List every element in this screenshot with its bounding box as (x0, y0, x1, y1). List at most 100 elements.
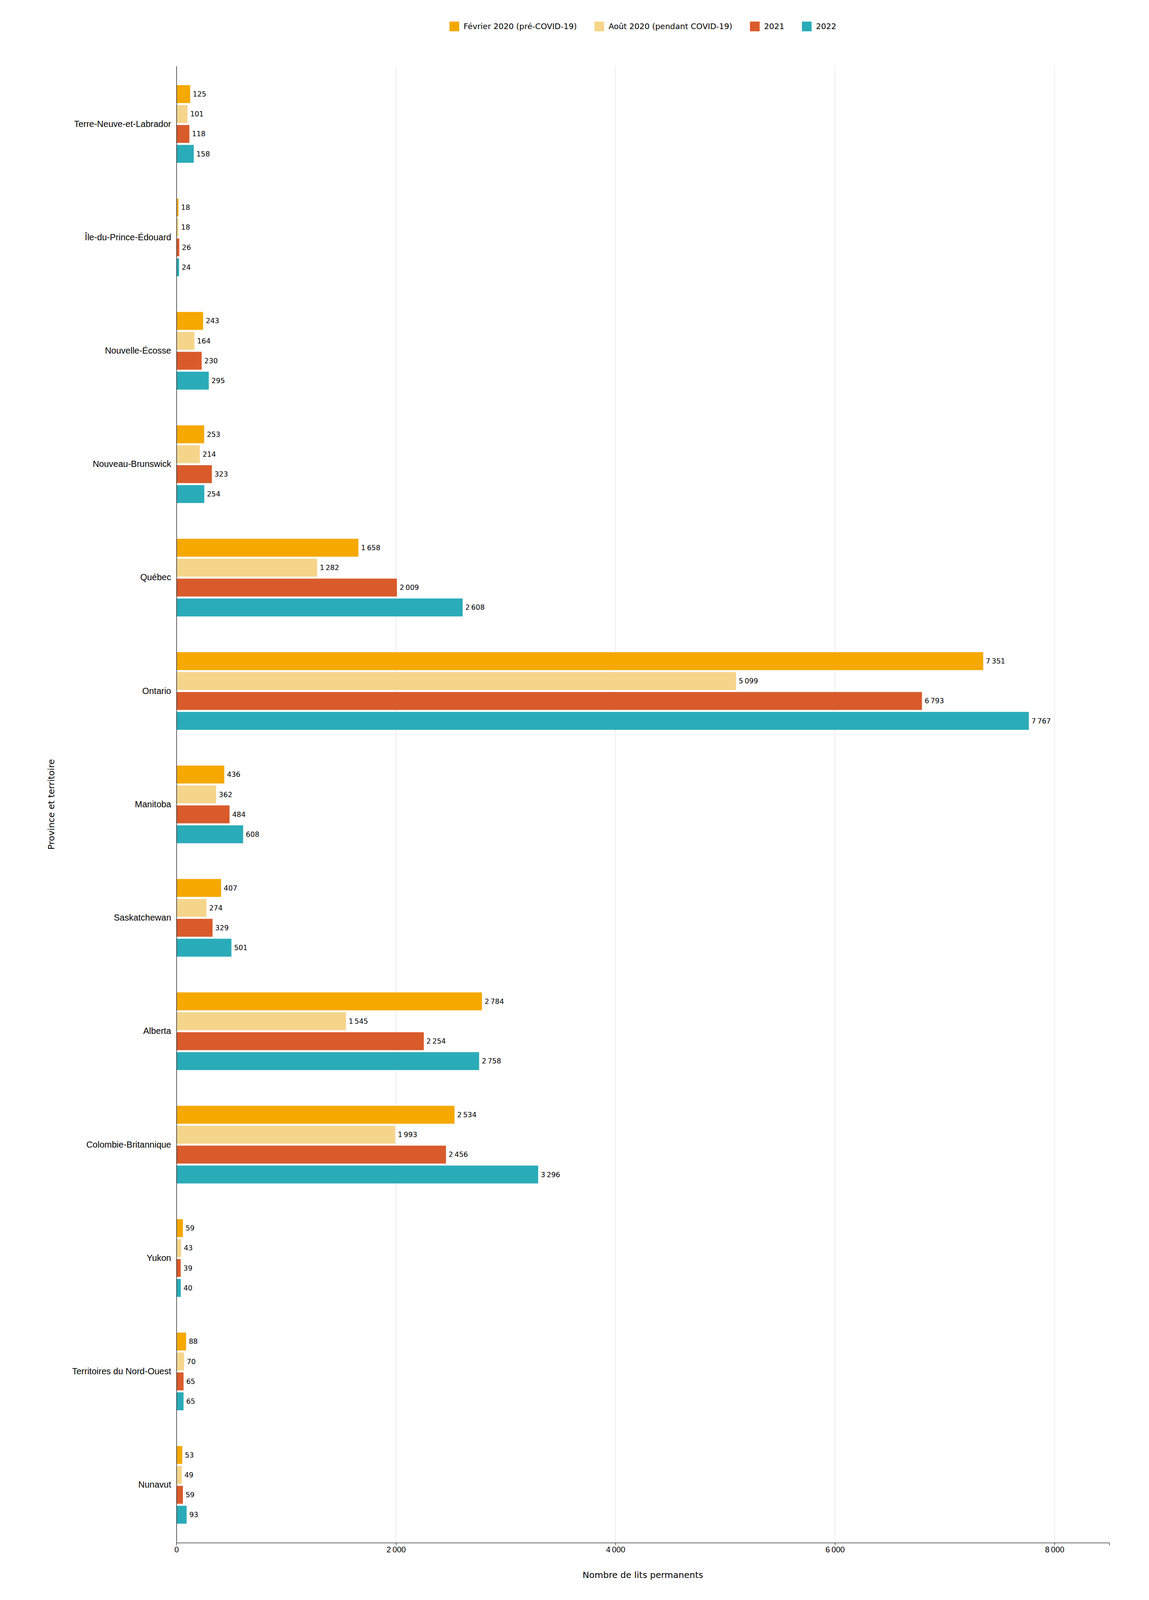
bar (176, 899, 207, 918)
y-tick-label: Territoires du Nord-Ouest (71, 1366, 172, 1377)
x-tick: 6 000 (825, 1543, 846, 1555)
data-label: 2 758 (481, 1057, 502, 1066)
x-tick: 0 (174, 1543, 179, 1555)
x-tick: 8 000 (1044, 1543, 1065, 1555)
y-axis-title: Province et territoire (45, 759, 57, 850)
data-label: 608 (245, 830, 260, 839)
y-tick-label: Ontario (142, 686, 172, 697)
bar (176, 919, 213, 938)
bar (176, 825, 244, 844)
legend-swatch (801, 21, 812, 32)
bar (176, 1333, 187, 1352)
bar (176, 104, 188, 124)
y-tick-label: Manitoba (134, 799, 172, 810)
y-tick: Alberta (143, 1026, 177, 1037)
bar (176, 879, 221, 898)
grid-line (615, 66, 616, 1544)
data-label: 2 784 (484, 997, 505, 1007)
y-tick-label: Saskatchewan (113, 913, 172, 923)
bar (176, 692, 922, 711)
x-tick-label: 8 000 (1044, 1545, 1065, 1555)
y-tick-label: Nouvelle-Écosse (104, 345, 172, 356)
data-label: 125 (192, 89, 207, 99)
data-label: 88 (188, 1337, 198, 1347)
bar (176, 1126, 396, 1145)
bar (176, 598, 463, 617)
data-labels: 53 88 59 2 534 2 784 407 436 7 351 1 658 253 243 18… (180, 89, 1051, 1520)
bar (176, 1259, 181, 1278)
legend-label: Août 2020 (pendant COVID-19) (608, 21, 733, 31)
x-axis-line (176, 1543, 1110, 1547)
data-label: 5 099 (738, 677, 759, 686)
grid-line (1054, 66, 1055, 1544)
data-label: 59 (185, 1224, 195, 1233)
data-label: 243 (205, 316, 220, 326)
data-label: 323 (214, 470, 229, 479)
y-tick-label: Nunavut (138, 1480, 172, 1490)
data-label: 407 (223, 884, 238, 893)
bar (176, 785, 217, 805)
legend-item: 2022 (801, 21, 837, 32)
data-label: 26 (181, 243, 191, 252)
bar (176, 939, 232, 958)
bar (176, 85, 191, 104)
chart: 53 88 59 2 534 2 784 407 436 7 351 1 658 253 243 18… (0, 0, 1149, 1600)
y-tick: Colombie-Britannique (86, 1140, 177, 1150)
data-label: 2 456 (448, 1150, 468, 1160)
data-label: 65 (186, 1377, 195, 1387)
data-label: 40 (183, 1284, 193, 1293)
legend-item: 2021 (749, 21, 785, 32)
data-label: 24 (181, 263, 191, 272)
legend-swatch (449, 21, 460, 32)
data-label: 18 (180, 203, 190, 212)
bar (176, 1446, 183, 1465)
data-label: 1 658 (361, 543, 381, 553)
data-label: 7 351 (985, 657, 1006, 666)
bar (176, 538, 359, 558)
bar-series (176, 85, 984, 1465)
data-label: 362 (218, 790, 233, 800)
bar (176, 712, 1030, 731)
legend-swatch (749, 21, 760, 32)
bar (176, 312, 203, 331)
plot: 53 88 59 2 534 2 784 407 436 7 351 1 658 253 243 18… (71, 66, 1110, 1555)
bar (176, 765, 225, 784)
bar (176, 1353, 184, 1372)
bar (176, 992, 483, 1011)
bar (176, 1466, 182, 1485)
y-tick: Manitoba (134, 799, 177, 810)
bar (176, 332, 195, 351)
x-tick-label: 4 000 (606, 1545, 626, 1555)
data-label: 274 (209, 904, 223, 913)
bar (176, 1392, 184, 1411)
data-label: 253 (206, 430, 221, 439)
data-label: 436 (226, 770, 241, 779)
bar (176, 652, 984, 671)
y-tick: Saskatchewan (113, 913, 177, 923)
data-label: 53 (184, 1451, 194, 1460)
grid-line (395, 66, 397, 1544)
data-label: 1 282 (319, 563, 340, 573)
data-label: 39 (183, 1264, 193, 1273)
legend-item: Février 2020 (pré-COVID-19) (449, 21, 577, 32)
data-label: 2 608 (465, 603, 485, 612)
data-label: 501 (234, 943, 248, 953)
data-label: 2 009 (399, 583, 420, 592)
x-tick-label: 6 000 (825, 1545, 846, 1555)
x-tick-label: 0 (174, 1545, 179, 1555)
legend-label: 2022 (815, 21, 837, 31)
data-label: 254 (206, 490, 221, 499)
data-label: 2 534 (457, 1111, 477, 1120)
y-tick: Terre-Neuve-et-Labrador (74, 119, 177, 129)
legend-label: 2021 (763, 21, 785, 31)
y-tick: Nouvelle-Écosse (104, 345, 177, 356)
data-label: 70 (186, 1358, 196, 1367)
data-label: 18 (180, 223, 190, 232)
legend-label: Février 2020 (pré-COVID-19) (463, 21, 577, 31)
bar (176, 805, 230, 824)
bar (176, 465, 212, 484)
bar (176, 1166, 539, 1185)
bar (176, 445, 200, 464)
bar (176, 1486, 184, 1505)
y-axis: NunavutTerritoires du Nord-OuestYukonCol… (71, 66, 177, 1544)
